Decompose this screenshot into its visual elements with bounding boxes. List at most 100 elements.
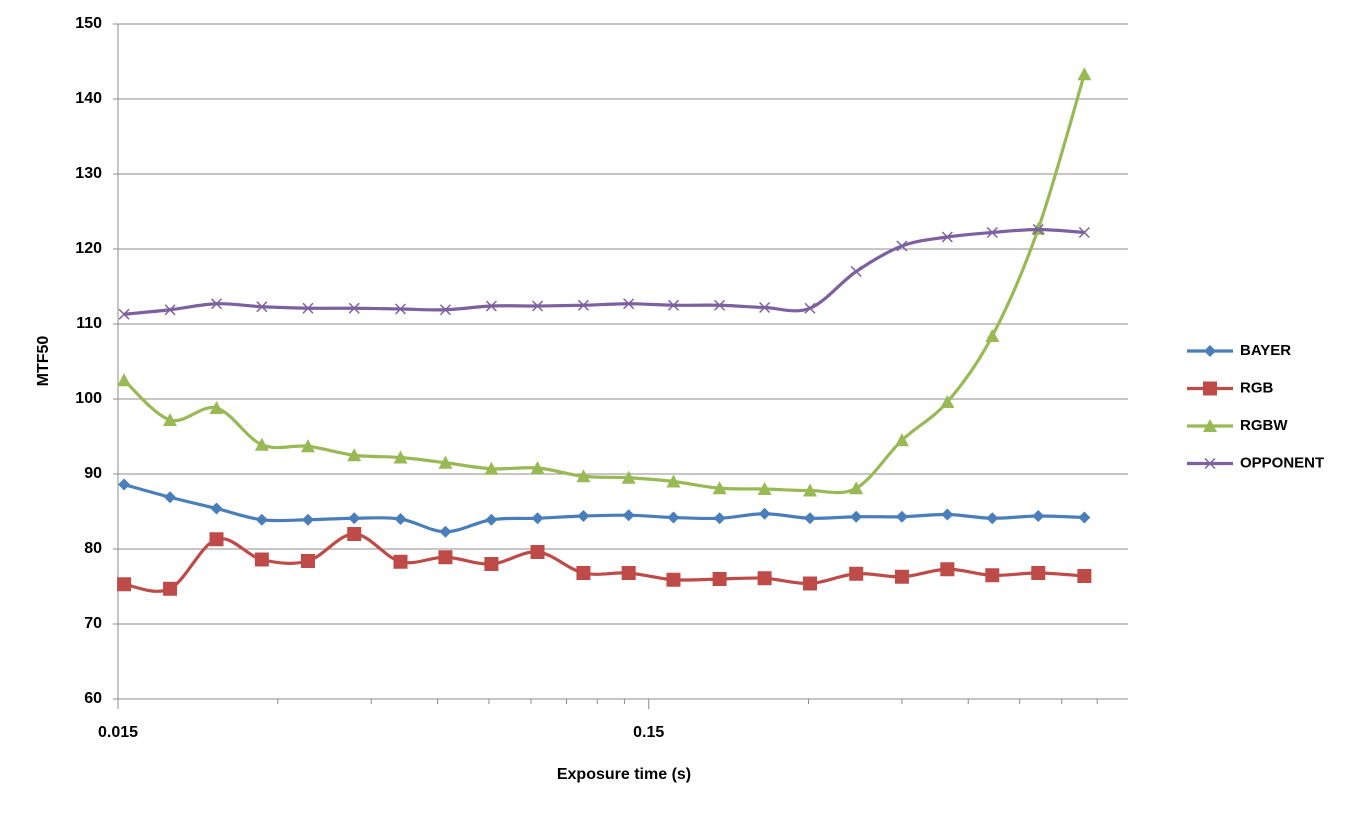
marker: [941, 231, 953, 243]
marker: [117, 577, 132, 592]
marker: [849, 481, 864, 495]
series-line: [123, 482, 1085, 534]
marker: [439, 304, 451, 316]
marker: [530, 545, 545, 559]
marker: [254, 552, 269, 567]
marker: [255, 513, 268, 526]
marker: [804, 302, 816, 314]
marker: [530, 461, 545, 474]
y-axis-label: MTF50: [35, 336, 52, 387]
marker: [621, 470, 636, 484]
marker: [941, 508, 954, 521]
marker: [118, 308, 130, 320]
marker: [667, 511, 680, 524]
y-tick-label: 110: [76, 315, 102, 332]
marker: [850, 510, 863, 523]
legend-label: RGB: [1240, 379, 1274, 396]
marker: [714, 299, 726, 311]
marker: [347, 448, 362, 462]
marker: [758, 507, 771, 520]
marker: [531, 512, 544, 525]
marker: [1204, 345, 1216, 357]
marker: [117, 373, 132, 387]
marker: [757, 482, 772, 495]
marker: [804, 512, 817, 525]
marker: [1203, 381, 1217, 396]
y-tick-label: 140: [75, 90, 102, 107]
marker: [940, 562, 955, 577]
marker: [484, 461, 499, 475]
marker: [759, 301, 771, 314]
marker: [712, 572, 727, 586]
marker: [894, 569, 909, 584]
marker: [209, 532, 224, 547]
marker: [210, 502, 223, 515]
marker: [757, 571, 772, 586]
marker: [985, 568, 1000, 583]
marker: [532, 300, 544, 312]
y-tick-label: 80: [84, 540, 102, 557]
marker: [940, 395, 955, 408]
marker: [164, 491, 177, 504]
marker: [1031, 566, 1046, 580]
legend-label: OPPONENT: [1240, 454, 1324, 471]
series-line: [123, 532, 1085, 593]
marker: [1077, 569, 1092, 583]
marker: [621, 566, 636, 580]
marker: [894, 433, 909, 447]
marker: [302, 302, 314, 314]
legend-label: RGBW: [1240, 417, 1288, 434]
marker: [394, 303, 407, 315]
marker: [712, 481, 727, 495]
marker: [1032, 510, 1045, 522]
marker: [850, 265, 862, 278]
marker: [164, 304, 176, 316]
marker: [485, 513, 498, 526]
y-tick-label: 70: [84, 615, 102, 632]
y-tick-label: 90: [84, 465, 102, 482]
marker: [348, 512, 361, 525]
legend-label: BAYER: [1240, 342, 1291, 359]
marker: [666, 474, 681, 488]
series-line: [123, 227, 1085, 316]
marker: [1078, 226, 1090, 239]
marker: [300, 439, 315, 453]
marker: [623, 298, 635, 310]
marker: [118, 478, 131, 491]
marker: [347, 527, 362, 541]
y-tick-label: 130: [75, 165, 102, 182]
marker: [1204, 457, 1216, 470]
marker: [622, 509, 635, 522]
marker: [713, 512, 726, 525]
marker: [163, 413, 178, 426]
marker: [985, 329, 1000, 342]
marker: [986, 226, 998, 239]
marker: [576, 566, 591, 580]
marker: [485, 300, 497, 312]
marker: [438, 455, 453, 469]
marker: [439, 525, 452, 538]
marker: [209, 401, 224, 414]
series-line: [122, 73, 1086, 495]
y-tick-label: 120: [75, 240, 102, 257]
marker: [393, 450, 408, 464]
marker: [849, 566, 864, 581]
marker: [348, 302, 360, 314]
marker: [667, 299, 679, 311]
marker: [438, 550, 453, 565]
x-tick-label: 0.015: [98, 724, 138, 741]
marker: [666, 572, 681, 587]
x-axis-label: Exposure time (s): [557, 766, 691, 783]
marker: [301, 513, 314, 526]
marker: [896, 240, 908, 252]
marker: [1032, 223, 1044, 236]
marker: [803, 483, 818, 497]
marker: [254, 437, 269, 451]
marker: [1203, 419, 1217, 432]
marker: [1078, 511, 1091, 524]
x-tick-label: 0.15: [633, 724, 664, 741]
marker: [210, 298, 223, 310]
marker: [1077, 67, 1092, 81]
y-tick-label: 100: [75, 390, 102, 407]
